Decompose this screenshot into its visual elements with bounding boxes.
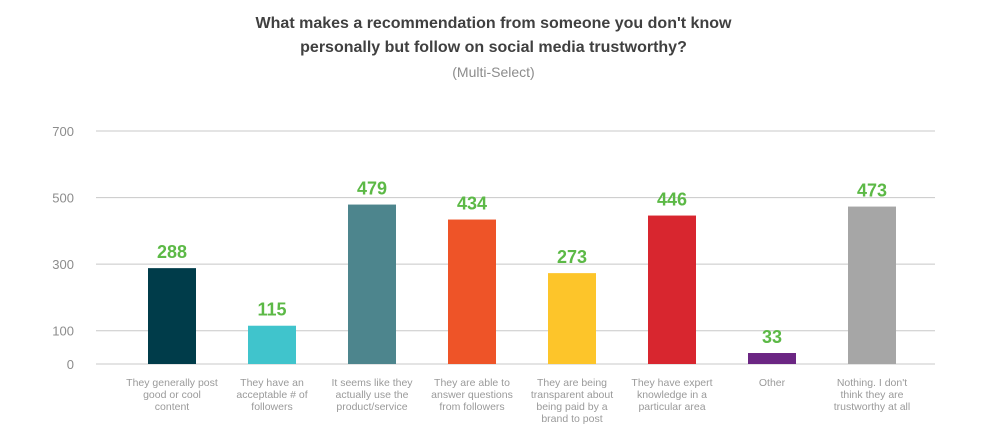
- y-tick-label: 700: [52, 124, 74, 139]
- category-label: Other: [758, 377, 786, 389]
- bar: [348, 204, 396, 364]
- data-label: 473: [857, 181, 887, 201]
- chart-subtitle: (Multi-Select): [452, 64, 535, 80]
- chart-title-line-2: personally but follow on social media tr…: [300, 39, 687, 56]
- category-label: They have expert knowledge in a particul…: [631, 377, 713, 413]
- bar: [648, 215, 696, 364]
- data-label: 288: [157, 242, 187, 262]
- category-label: It seems like they actually use the prod…: [331, 377, 413, 413]
- category-label: They have an acceptable # of followers: [236, 377, 308, 413]
- chart-title: What makes a recommendation from someone…: [0, 12, 987, 60]
- data-label: 273: [557, 247, 587, 267]
- bar: [448, 219, 496, 364]
- chart-title-line-1: What makes a recommendation from someone…: [255, 15, 732, 32]
- category-label: Nothing. I don't think they are trustwor…: [833, 377, 911, 413]
- category-label: They are being transparent about being p…: [530, 377, 614, 425]
- y-tick-label: 500: [52, 191, 74, 206]
- data-label: 479: [357, 179, 387, 199]
- data-label: 33: [762, 327, 782, 347]
- bar: [548, 273, 596, 364]
- bar: [848, 206, 896, 364]
- data-label: 115: [257, 300, 286, 320]
- category-label: They generally post good or cool content: [126, 377, 218, 413]
- bar: [248, 325, 296, 364]
- y-tick-label: 100: [52, 324, 74, 339]
- category-label: They are able to answer questions from f…: [431, 377, 513, 413]
- y-tick-label: 0: [67, 357, 74, 372]
- data-label: 434: [457, 194, 487, 214]
- bar: [148, 268, 196, 364]
- y-tick-label: 300: [52, 257, 74, 272]
- bar: [748, 353, 796, 364]
- data-label: 446: [657, 190, 687, 210]
